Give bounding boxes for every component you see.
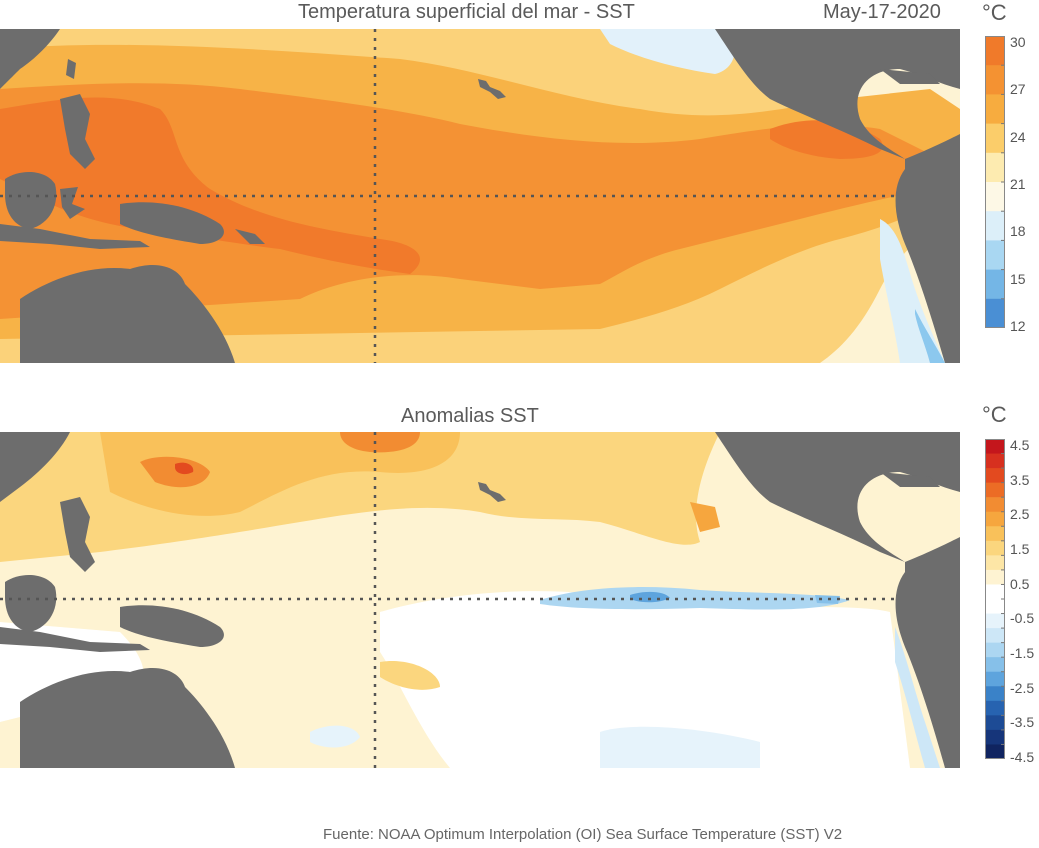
land-borneo [5,575,57,632]
colorbar-swatch [985,468,1005,484]
colorbar-swatch [985,642,1005,658]
colorbar-swatch [985,240,1005,271]
land-australia [20,667,235,768]
land-sulawesi [60,187,85,219]
land-south-america [895,134,960,363]
land-new-guinea [120,202,224,244]
anomaly-hot-spot-1 [140,456,210,488]
anomaly-cool-patch [310,725,360,748]
colorbar-tick-label: 1.5 [1010,541,1030,557]
sst-map [0,29,960,363]
colorbar-swatch [985,686,1005,702]
land-south-america [895,537,960,768]
colorbar-swatch [985,182,1005,212]
land-taiwan [66,59,76,79]
colorbar-swatch [985,540,1005,556]
colorbar-swatch [985,482,1005,498]
sst-date: May-17-2020 [823,1,941,23]
colorbar-swatch [985,526,1005,542]
land-caribbean [880,472,940,487]
colorbar-swatch [985,36,1005,66]
colorbar-tick-label: -0.5 [1010,610,1035,627]
sst-unit: °C [982,0,1007,25]
land-caribbean [880,69,940,84]
colorbar-tick-label: -4.5 [1010,749,1035,765]
land-solomons [235,229,265,244]
land-borneo [5,172,57,229]
source-footer: Fuente: NOAA Optimum Interpolation (OI) … [323,826,843,843]
land-hawaii [478,482,506,502]
sst-band-28 [0,83,940,319]
colorbar-swatch [985,657,1005,673]
land-asia [0,29,60,89]
colorbar-swatch [985,94,1005,125]
colorbar-tick-label: -1.5 [1010,645,1035,661]
colorbar-tick-label: 2.5 [1010,506,1030,523]
colorbar-swatch [985,628,1005,644]
colorbar-tick-label: 30 [1010,34,1026,50]
colorbar-swatch [985,298,1005,328]
anomaly-warm-patch [380,661,440,690]
anomaly-colorbar [985,439,1005,759]
land-north-america [715,29,960,159]
colorbar-swatch [985,555,1005,571]
land-australia [20,264,235,363]
colorbar-swatch [985,453,1005,469]
colorbar-swatch [985,744,1005,759]
colorbar-swatch [985,211,1005,241]
sst-band-29 [0,97,420,274]
land-hawaii [478,79,506,99]
land-asia [0,432,70,502]
land-philippines [60,94,95,169]
sst-colorbar [985,36,1005,328]
colorbar-tick-label: 12 [1010,318,1026,334]
land-philippines [60,497,95,572]
colorbar-tick-label: 21 [1010,176,1026,192]
colorbar-swatch [985,511,1005,527]
colorbar-tick-label: 0.5 [1010,575,1030,592]
colorbar-swatch [985,599,1005,615]
colorbar-tick-label: 4.5 [1010,437,1030,453]
colorbar-swatch [985,439,1005,455]
colorbar-tick-label: 27 [1010,81,1026,98]
colorbar-swatch [985,715,1005,731]
colorbar-swatch [985,65,1005,95]
anomaly-hot-spot-core [175,462,194,475]
anomaly-cool-core-2 [815,595,840,604]
sst-band-cool-ne [600,29,735,74]
colorbar-swatch [985,123,1005,154]
sst-band-cool-east [880,219,945,363]
land-new-guinea [120,605,224,647]
colorbar-swatch [985,729,1005,745]
colorbar-swatch [985,152,1005,183]
anomaly-unit: °C [982,402,1007,427]
colorbar-swatch [985,700,1005,716]
anomaly-cool-patch-2 [600,726,760,768]
anomaly-title: Anomalias SST [401,405,539,427]
colorbar-tick-label: -3.5 [1010,714,1035,731]
land-indonesia-chain [0,224,150,249]
land-north-america [715,432,960,562]
colorbar-swatch [985,613,1005,629]
anomaly-cool-coast [895,627,940,768]
colorbar-tick-label: 18 [1010,223,1026,240]
colorbar-tick-label: 3.5 [1010,471,1030,488]
anomaly-white-south [380,591,910,768]
colorbar-swatch [985,569,1005,585]
colorbar-swatch [985,497,1005,513]
colorbar-tick-label: 15 [1010,270,1026,287]
sst-title: Temperatura superficial del mar - SST [298,1,635,23]
colorbar-swatch [985,671,1005,687]
colorbar-swatch [985,584,1005,600]
anomaly-warm-north2 [100,432,460,516]
land-indonesia-chain [0,627,150,652]
colorbar-tick-label: 24 [1010,128,1026,145]
anomaly-map [0,432,960,768]
anomaly-hot-spot-2 [340,432,420,453]
sst-band-cold-east [915,309,945,363]
colorbar-tick-label: -2.5 [1010,679,1035,696]
colorbar-swatch [985,269,1005,300]
anomaly-hot-spot-3 [690,502,720,532]
